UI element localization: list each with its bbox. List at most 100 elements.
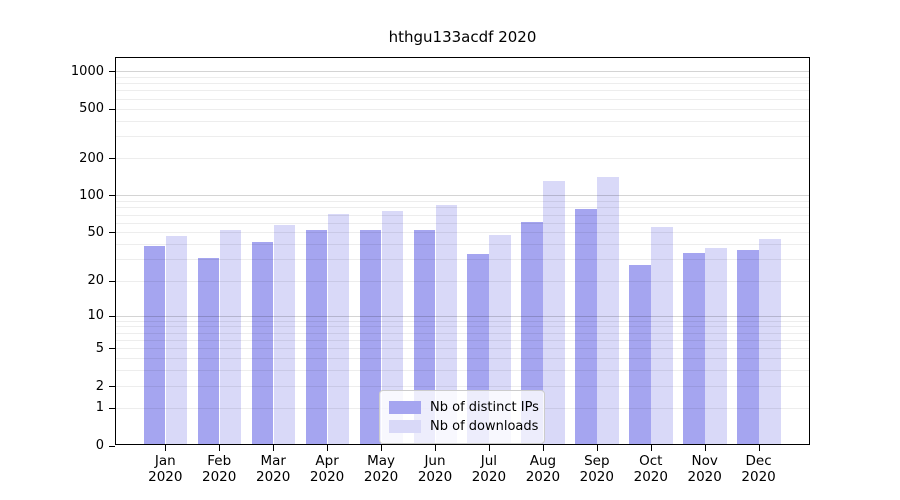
minor-gridline-3 xyxy=(116,370,809,372)
y-tick-label-50: 50 xyxy=(87,224,104,240)
x-axis-tick-dec xyxy=(758,445,760,451)
x-tick-label-may: May 2020 xyxy=(363,453,399,485)
x-axis-tick-mar xyxy=(273,445,275,451)
y-axis-tick-10 xyxy=(109,315,115,317)
bar-distinct-ips-apr xyxy=(305,230,328,445)
y-axis-tick-20 xyxy=(109,280,115,282)
legend-swatch-downloads xyxy=(389,420,421,433)
x-axis-tick-jun xyxy=(435,445,436,451)
legend-label-distinct-ips: Nb of distinct IPs xyxy=(430,400,539,415)
x-tick-label-nov: Nov 2020 xyxy=(687,453,722,485)
minor-gridline-8 xyxy=(116,326,809,328)
x-axis-tick-aug xyxy=(542,445,544,451)
y-axis-tick-2 xyxy=(109,386,115,387)
major-gridline-100 xyxy=(116,195,809,197)
minor-gridline-800 xyxy=(116,83,809,85)
y-tick-label-1: 1 xyxy=(95,400,104,416)
bar-distinct-ips-jan xyxy=(143,245,166,445)
x-tick-label-feb: Feb 2020 xyxy=(202,453,237,485)
minor-gridline-60 xyxy=(116,222,809,224)
minor-gridline-300 xyxy=(116,136,809,138)
minor-gridline-50 xyxy=(116,232,809,234)
bar-distinct-ips-mar xyxy=(251,241,274,445)
y-tick-label-20: 20 xyxy=(87,273,104,288)
minor-gridline-600 xyxy=(116,98,809,100)
minor-gridline-90 xyxy=(116,201,809,202)
y-tick-label-1000: 1000 xyxy=(70,63,104,79)
major-gridline-10 xyxy=(116,315,809,317)
x-tick-label-jan: Jan 2020 xyxy=(148,453,183,485)
y-axis-tick-0 xyxy=(109,445,115,447)
legend: Nb of distinct IPs Nb of downloads xyxy=(379,390,545,444)
x-tick-label-aug: Aug 2020 xyxy=(525,453,561,485)
x-axis-tick-apr xyxy=(327,445,329,451)
y-axis-tick-100 xyxy=(109,195,115,197)
bar-downloads-aug xyxy=(543,181,565,445)
x-axis-tick-nov xyxy=(704,445,706,451)
y-tick-label-10: 10 xyxy=(87,308,104,323)
bar-downloads-may xyxy=(381,210,404,445)
minor-gridline-4 xyxy=(116,358,809,360)
bar-distinct-ips-may xyxy=(359,230,382,445)
minor-gridline-7 xyxy=(116,332,809,334)
bar-distinct-ips-feb xyxy=(197,257,220,445)
bar-downloads-nov xyxy=(705,248,727,445)
bar-distinct-ips-oct xyxy=(629,264,651,445)
bar-downloads-sep xyxy=(597,177,619,445)
legend-item-distinct-ips: Nb of distinct IPs xyxy=(389,399,539,416)
y-axis-tick-5 xyxy=(109,348,115,350)
y-tick-label-500: 500 xyxy=(79,101,104,117)
y-axis-tick-1000 xyxy=(109,71,115,72)
minor-gridline-700 xyxy=(116,90,809,92)
minor-gridline-6 xyxy=(116,340,809,341)
minor-gridline-5 xyxy=(116,348,809,350)
legend-swatch-distinct-ips xyxy=(389,401,421,414)
x-tick-label-apr: Apr 2020 xyxy=(309,453,345,485)
minor-gridline-30 xyxy=(116,259,809,261)
x-axis-tick-may xyxy=(381,445,383,451)
y-tick-label-0: 0 xyxy=(95,438,104,453)
minor-gridline-400 xyxy=(116,120,809,122)
bar-downloads-apr xyxy=(327,213,350,445)
minor-gridline-40 xyxy=(116,244,809,246)
bar-distinct-ips-dec xyxy=(737,249,759,445)
x-tick-label-jun: Jun 2020 xyxy=(417,453,453,485)
x-axis-tick-jan xyxy=(165,445,167,451)
legend-label-downloads: Nb of downloads xyxy=(430,419,539,434)
y-axis-tick-200 xyxy=(109,158,115,160)
y-tick-label-2: 2 xyxy=(95,378,104,394)
minor-gridline-500 xyxy=(116,108,809,110)
y-axis-tick-1 xyxy=(109,407,115,409)
y-tick-label-200: 200 xyxy=(79,150,104,166)
major-gridline-1000 xyxy=(116,71,809,72)
bar-downloads-dec xyxy=(759,239,781,445)
x-axis-tick-feb xyxy=(219,445,221,451)
bar-downloads-oct xyxy=(651,227,673,445)
x-axis-tick-jul xyxy=(488,445,490,451)
x-tick-label-dec: Dec 2020 xyxy=(741,453,776,485)
x-tick-label-jul: Jul 2020 xyxy=(471,453,507,485)
x-tick-label-oct: Oct 2020 xyxy=(633,453,668,485)
bar-downloads-mar xyxy=(273,224,296,445)
y-tick-label-5: 5 xyxy=(95,340,104,356)
minor-gridline-20 xyxy=(116,280,809,282)
x-axis-tick-sep xyxy=(596,445,598,451)
minor-gridline-2 xyxy=(116,386,809,387)
bar-distinct-ips-sep xyxy=(575,208,597,445)
minor-gridline-70 xyxy=(116,214,809,216)
minor-gridline-200 xyxy=(116,158,809,160)
y-axis-tick-50 xyxy=(109,232,115,234)
chart-title: hthgu133acdf 2020 xyxy=(388,28,537,46)
x-tick-label-sep: Sep 2020 xyxy=(579,453,614,485)
x-tick-label-mar: Mar 2020 xyxy=(256,453,291,485)
legend-item-downloads: Nb of downloads xyxy=(389,418,538,435)
minor-gridline-9 xyxy=(116,320,809,322)
bar-distinct-ips-nov xyxy=(683,252,705,445)
bar-distinct-ips-aug xyxy=(521,221,543,445)
bar-downloads-jun xyxy=(435,205,457,445)
x-axis-tick-oct xyxy=(650,445,652,451)
y-axis-tick-500 xyxy=(109,108,115,110)
minor-gridline-80 xyxy=(116,207,809,209)
y-tick-label-100: 100 xyxy=(79,187,104,203)
bar-downloads-feb xyxy=(219,230,242,445)
